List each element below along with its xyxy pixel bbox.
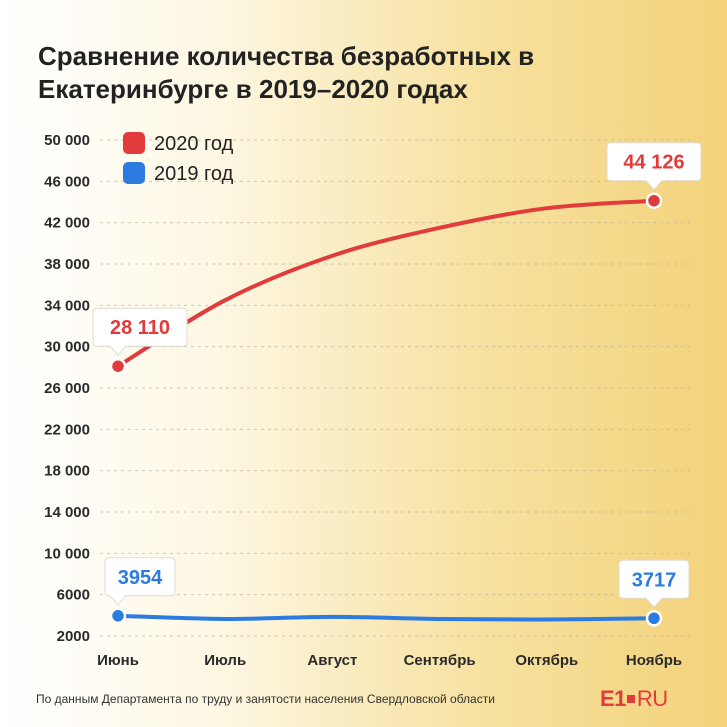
legend-swatch xyxy=(123,162,145,184)
legend-label: 2019 год xyxy=(154,163,234,185)
x-tick-label: Октябрь xyxy=(515,652,578,669)
data-point xyxy=(109,607,127,625)
logo-suffix: RU xyxy=(636,686,668,711)
x-tick-label: Ноябрь xyxy=(626,652,682,669)
data-point xyxy=(109,357,127,375)
y-tick-label: 6000 xyxy=(57,587,90,604)
logo-main: E1 xyxy=(600,686,626,711)
y-tick-label: 22 000 xyxy=(44,421,90,438)
y-tick-label: 42 000 xyxy=(44,215,90,232)
value-callout: 28 110 xyxy=(92,307,188,356)
value-callout: 3954 xyxy=(104,557,176,606)
y-tick-label: 10 000 xyxy=(44,545,90,562)
y-tick-label: 26 000 xyxy=(44,380,90,397)
value-callout: 44 126 xyxy=(606,142,702,191)
callout-box xyxy=(606,142,702,191)
callout-label: 3717 xyxy=(632,569,677,591)
callout-box xyxy=(104,557,176,606)
y-tick-label: 2000 xyxy=(57,628,90,645)
chart-title: Сравнение количества безработных в Екате… xyxy=(38,41,535,104)
callout-label: 28 110 xyxy=(110,317,170,339)
y-tick-label: 30 000 xyxy=(44,339,90,356)
legend-swatch xyxy=(123,132,145,154)
y-tick-label: 38 000 xyxy=(44,256,90,273)
series-line-1 xyxy=(116,613,656,622)
brand-logo: E1 RU xyxy=(600,686,668,712)
legend-label: 2020 год xyxy=(154,133,234,155)
data-point xyxy=(645,192,663,209)
logo-square-icon xyxy=(626,694,635,703)
x-tick-label: Сентябрь xyxy=(404,652,476,669)
callout-box xyxy=(92,307,188,356)
value-callout: 3717 xyxy=(618,559,690,609)
x-tick-label: Июль xyxy=(204,652,246,669)
series-line-0 xyxy=(116,198,656,369)
callout-label: 44 126 xyxy=(623,152,684,174)
y-tick-label: 46 000 xyxy=(44,173,90,190)
source-note: По данным Департамента по труду и занято… xyxy=(36,692,495,706)
data-point xyxy=(645,610,663,627)
callout-box xyxy=(618,559,690,609)
x-tick-label: Июнь xyxy=(97,652,139,669)
y-tick-label: 14 000 xyxy=(44,504,90,521)
y-tick-label: 18 000 xyxy=(44,463,90,480)
callout-label: 3954 xyxy=(118,567,163,589)
y-tick-label: 50 000 xyxy=(44,132,90,149)
x-tick-label: Август xyxy=(307,652,357,669)
y-tick-label: 34 000 xyxy=(44,297,90,314)
